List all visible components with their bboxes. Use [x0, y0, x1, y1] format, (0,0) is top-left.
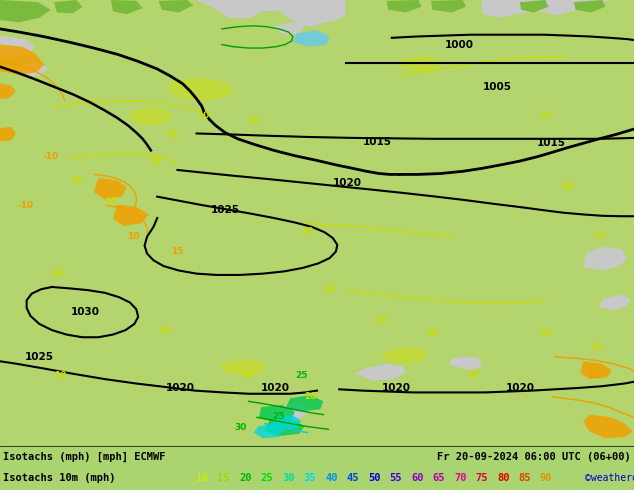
Polygon shape	[0, 127, 16, 142]
Text: 10: 10	[247, 117, 260, 125]
Text: 1030: 1030	[71, 307, 100, 318]
Text: 80: 80	[497, 473, 510, 483]
Polygon shape	[0, 36, 35, 58]
Text: 10: 10	[51, 269, 63, 278]
Text: 10: 10	[241, 371, 254, 380]
Polygon shape	[0, 45, 44, 75]
Polygon shape	[111, 0, 143, 14]
Text: 10: 10	[165, 130, 178, 139]
Text: 70: 70	[454, 473, 467, 483]
Polygon shape	[482, 0, 609, 18]
Polygon shape	[355, 364, 406, 380]
Text: 30: 30	[235, 422, 247, 432]
Text: 10: 10	[127, 232, 139, 241]
Text: 15: 15	[586, 371, 599, 380]
Text: 1020: 1020	[333, 178, 362, 188]
Text: 15: 15	[217, 473, 230, 483]
Polygon shape	[599, 294, 631, 311]
Text: -10: -10	[17, 201, 34, 210]
Polygon shape	[293, 30, 330, 47]
Polygon shape	[54, 0, 82, 13]
Polygon shape	[431, 0, 466, 12]
Text: ©weatheronline.co.uk: ©weatheronline.co.uk	[585, 473, 634, 483]
Text: 1015: 1015	[363, 137, 392, 147]
Text: 10: 10	[425, 329, 437, 338]
Polygon shape	[0, 84, 16, 99]
Text: 15: 15	[70, 176, 82, 185]
Text: 10: 10	[590, 343, 602, 352]
Text: -10: -10	[42, 152, 59, 161]
Polygon shape	[271, 415, 301, 431]
Polygon shape	[387, 0, 422, 12]
Polygon shape	[398, 56, 441, 72]
Text: 25: 25	[273, 412, 285, 420]
Text: Isotachs (mph) [mph] ECMWF: Isotachs (mph) [mph] ECMWF	[3, 452, 165, 462]
Text: 10: 10	[561, 182, 574, 192]
Text: 10: 10	[158, 326, 171, 335]
Polygon shape	[273, 403, 311, 419]
Polygon shape	[273, 22, 304, 36]
Text: Isotachs 10m (mph): Isotachs 10m (mph)	[3, 473, 115, 483]
Text: 65: 65	[432, 473, 445, 483]
Polygon shape	[113, 205, 149, 226]
Text: 40: 40	[325, 473, 337, 483]
Polygon shape	[94, 178, 127, 199]
Polygon shape	[0, 0, 51, 22]
Text: 1020: 1020	[505, 383, 534, 393]
Text: 85: 85	[519, 473, 531, 483]
Polygon shape	[197, 0, 346, 26]
Polygon shape	[520, 0, 548, 12]
Polygon shape	[574, 0, 605, 12]
Text: 10: 10	[197, 111, 209, 120]
Polygon shape	[128, 107, 172, 125]
Text: 20: 20	[239, 473, 252, 483]
Text: 1000: 1000	[445, 40, 474, 50]
Text: 10: 10	[323, 285, 336, 294]
Text: 1025: 1025	[25, 352, 54, 362]
Polygon shape	[22, 62, 48, 76]
Text: 10: 10	[374, 316, 387, 325]
Polygon shape	[580, 361, 612, 379]
Polygon shape	[583, 415, 633, 438]
Text: 1015: 1015	[537, 138, 566, 148]
Text: 10: 10	[149, 157, 162, 166]
Text: 20: 20	[304, 392, 317, 401]
Text: 45: 45	[347, 473, 359, 483]
Text: 50: 50	[368, 473, 380, 483]
Text: 15: 15	[593, 231, 605, 240]
Text: 10: 10	[466, 370, 479, 379]
Text: 10: 10	[54, 371, 67, 380]
Text: 10: 10	[539, 111, 552, 120]
Text: 15: 15	[171, 247, 184, 256]
Polygon shape	[583, 247, 628, 270]
Polygon shape	[259, 405, 295, 422]
Text: Fr 20-09-2024 06:00 UTC (06+00): Fr 20-09-2024 06:00 UTC (06+00)	[437, 452, 631, 462]
Text: 10: 10	[196, 473, 209, 483]
Polygon shape	[168, 78, 235, 101]
Text: 25: 25	[261, 473, 273, 483]
Polygon shape	[219, 360, 266, 376]
Text: 10: 10	[539, 329, 552, 338]
Text: 75: 75	[476, 473, 488, 483]
Polygon shape	[285, 395, 323, 412]
Text: 15: 15	[105, 196, 117, 206]
Text: 25: 25	[295, 371, 307, 380]
Polygon shape	[158, 0, 193, 12]
Polygon shape	[265, 419, 304, 436]
Text: 35: 35	[304, 473, 316, 483]
Text: 1005: 1005	[483, 82, 512, 92]
Polygon shape	[380, 347, 428, 364]
Polygon shape	[254, 423, 284, 438]
Text: 55: 55	[389, 473, 402, 483]
Text: 90: 90	[540, 473, 552, 483]
Text: 60: 60	[411, 473, 424, 483]
Text: 1020: 1020	[261, 383, 290, 393]
Text: 1020: 1020	[382, 383, 411, 393]
Polygon shape	[450, 356, 482, 370]
Text: 10: 10	[301, 227, 314, 236]
Text: 1020: 1020	[166, 383, 195, 393]
Text: 30: 30	[282, 473, 295, 483]
Text: 1025: 1025	[210, 205, 240, 215]
